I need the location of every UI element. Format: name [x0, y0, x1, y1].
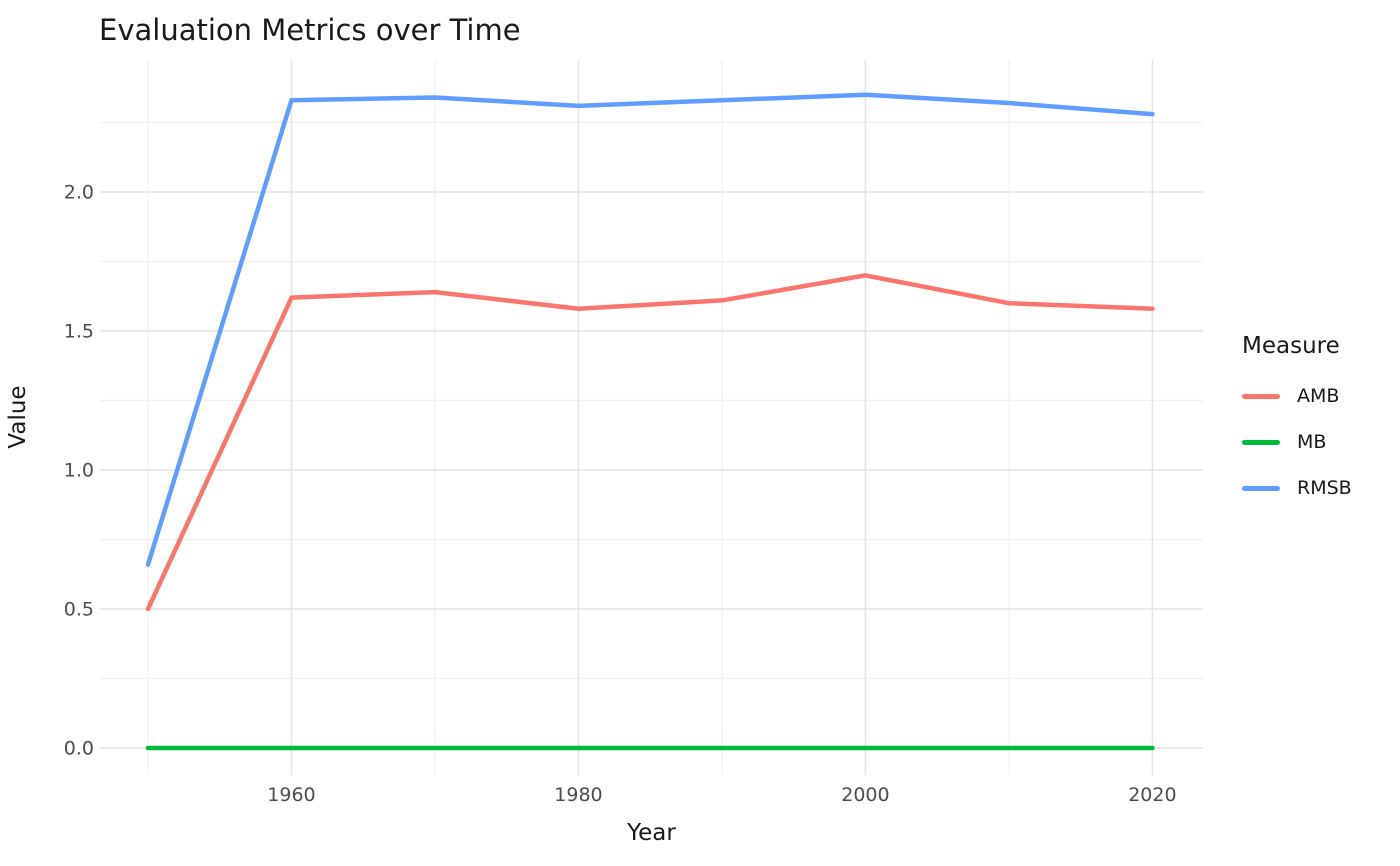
series-line-rmsb	[145, 92, 1155, 567]
legend-swatch-rmsb	[1242, 485, 1280, 491]
legend-label: RMSB	[1297, 477, 1352, 499]
legend-item-mb: MB	[1242, 419, 1400, 465]
legend-label: MB	[1297, 431, 1327, 453]
y-axis-title: Value	[5, 385, 31, 449]
chart-title: Evaluation Metrics over Time	[99, 13, 521, 47]
y-tick-label: 1.0	[64, 460, 94, 482]
series-line-amb	[145, 273, 1155, 612]
legend-title: Measure	[1242, 333, 1340, 359]
legend-swatch-mb	[1242, 439, 1280, 445]
y-tick-label: 0.0	[64, 738, 94, 760]
legend-item-amb: AMB	[1242, 373, 1400, 419]
legend-item-rmsb: RMSB	[1242, 465, 1400, 511]
x-axis-title: Year	[627, 820, 676, 846]
y-tick-label: 1.5	[64, 321, 94, 343]
legend-swatch-amb	[1242, 393, 1280, 399]
x-tick-label: 2000	[841, 784, 889, 806]
y-tick-label: 2.0	[64, 182, 94, 204]
legend-items: AMB MB RMSB	[1242, 373, 1400, 511]
y-tick-label: 0.5	[64, 599, 94, 621]
x-tick-label: 1980	[554, 784, 602, 806]
x-tick-label: 1960	[267, 784, 315, 806]
legend: Measure AMB MB RMSB	[1242, 333, 1400, 511]
legend-label: AMB	[1297, 385, 1340, 407]
x-tick-label: 2020	[1128, 784, 1176, 806]
